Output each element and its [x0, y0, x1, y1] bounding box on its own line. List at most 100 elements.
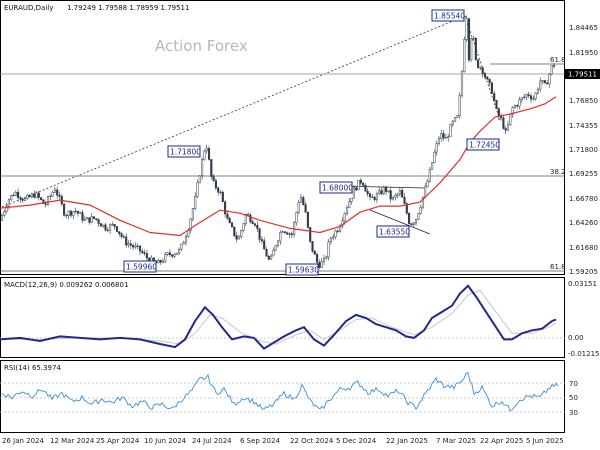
candle-body [481, 67, 484, 74]
macd-axis: 0.03151 0.00 -0.012158 [568, 280, 600, 358]
price-tick: 1.66780 [569, 195, 598, 203]
candle-body [0, 215, 4, 221]
candle-body [251, 221, 254, 225]
candle-body [532, 98, 535, 100]
candle-body [189, 218, 192, 231]
candle-body [465, 18, 468, 40]
candle-body [350, 197, 353, 202]
candle-body [132, 245, 135, 248]
macd-line [0, 284, 557, 350]
candle-body [447, 136, 450, 139]
x-tick: 26 Jan 2024 [2, 437, 45, 445]
annotation-163550: 1.63550 [376, 225, 410, 238]
candle-body [83, 218, 86, 221]
candle-body [419, 206, 422, 214]
candle-body [237, 236, 240, 240]
rsi-tick: 50 [569, 394, 578, 402]
candle-body [145, 253, 148, 259]
macd-tick: -0.012158 [568, 350, 600, 358]
candle-body [424, 186, 427, 198]
rsi-title: RSI(14) 65.3974 [4, 364, 61, 372]
macd-tick: 0.03151 [568, 280, 597, 288]
candle-body [63, 203, 66, 216]
candle-body [272, 249, 275, 257]
candle-body [212, 176, 215, 181]
candle-body [104, 224, 107, 231]
candle-body [389, 190, 392, 200]
candle-body [3, 211, 6, 216]
macd-panel [0, 277, 565, 358]
candle-body [58, 195, 61, 197]
candle-body [534, 92, 537, 100]
candle-body [171, 254, 174, 257]
candle-body [410, 223, 413, 226]
x-tick: 22 Jan 2025 [386, 437, 428, 445]
candle-body [456, 115, 459, 118]
candle-body [336, 230, 339, 232]
candle-body [203, 150, 206, 160]
candle-body [375, 193, 378, 201]
candle-body [435, 143, 438, 153]
candle-body [309, 227, 312, 242]
rsi-line [1, 371, 559, 412]
candle-body [113, 224, 116, 227]
candle-body [207, 148, 211, 160]
candle-body [127, 243, 130, 246]
candle-body [513, 105, 516, 109]
candle-body [235, 235, 238, 240]
candle-body [398, 190, 401, 195]
candle-body [474, 38, 477, 60]
candle-body [322, 257, 326, 262]
candle-body [247, 214, 250, 216]
annotation-171800: 1.71800 [167, 145, 201, 158]
candle-body [364, 185, 367, 192]
candle-body [230, 222, 234, 228]
candle-body [541, 80, 544, 82]
price-series [0, 15, 556, 270]
candle-body [23, 198, 27, 201]
x-tick: 22 Apr 2025 [480, 437, 523, 445]
price-tick: 1.81950 [569, 49, 598, 57]
candle-body [444, 137, 447, 139]
moving-average-line [0, 96, 557, 237]
annotation-185540: 1.85540 [431, 9, 465, 22]
candle-body [95, 218, 98, 220]
candle-body [442, 133, 445, 139]
candle-body [88, 217, 91, 223]
candle-body [550, 65, 553, 75]
candle-body [175, 252, 178, 255]
candle-body [233, 226, 236, 236]
candle-body [440, 133, 443, 139]
candle-body [125, 236, 128, 246]
candle-body [297, 202, 300, 213]
candle-body [30, 193, 33, 198]
candle-body [506, 124, 510, 131]
candle-body [511, 107, 514, 115]
x-tick: 5 Dec 2024 [336, 437, 377, 445]
candle-body [184, 236, 188, 243]
fib-bottom-label: 61.8 [550, 263, 566, 271]
current-price-label: 1.79511 [568, 71, 597, 79]
candle-body [28, 194, 31, 198]
candle-body [67, 210, 70, 216]
candle-body [187, 230, 190, 237]
candle-body [267, 256, 270, 260]
x-tick: 12 Mar 2024 [50, 437, 95, 445]
svg-text:1.68000: 1.68000 [322, 184, 353, 193]
candle-body [49, 195, 52, 197]
candle-body [182, 242, 185, 245]
candle-body [343, 213, 346, 222]
candle-body [76, 210, 79, 214]
candle-body [7, 199, 10, 207]
candle-body [53, 189, 56, 193]
candle-body [345, 207, 349, 214]
candle-body [486, 76, 489, 80]
candle-body [304, 204, 307, 213]
candle-body [81, 212, 84, 221]
svg-text:1.63550: 1.63550 [379, 228, 410, 237]
candle-body [548, 73, 551, 85]
candle-body [470, 38, 473, 61]
candle-body [396, 193, 399, 196]
candle-body [178, 249, 181, 254]
